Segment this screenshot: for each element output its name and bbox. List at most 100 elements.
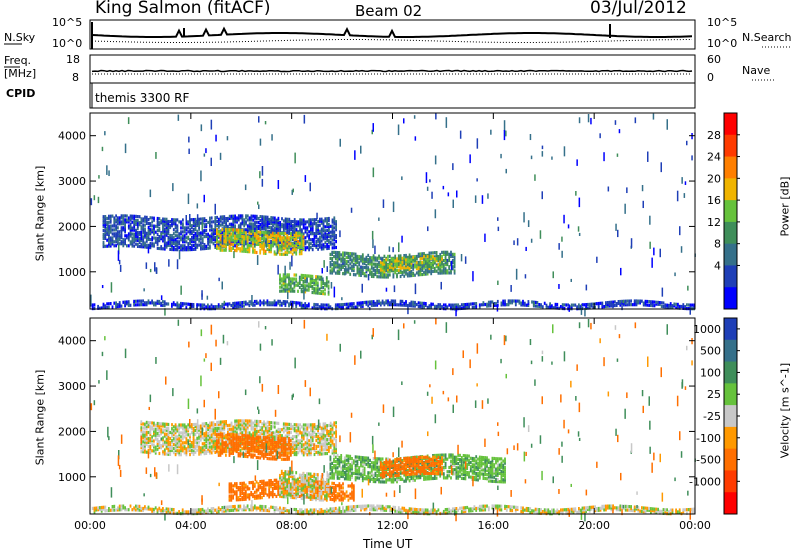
scatter-cell: [313, 243, 316, 248]
scatter-cell: [230, 222, 233, 226]
scatter-cell: [302, 429, 305, 433]
scatter-cell: [255, 299, 258, 303]
scatter-cell: [317, 436, 319, 440]
scatter-cell: [301, 445, 303, 449]
scatter-cell: [167, 438, 170, 442]
noise-cell: [567, 224, 570, 229]
scatter-cell: [163, 229, 166, 233]
scatter-cell: [331, 220, 334, 224]
scatter-cell: [333, 242, 336, 246]
scatter-cell: [304, 441, 307, 445]
scatter-cell: [342, 255, 344, 259]
scatter-cell: [189, 228, 191, 232]
scatter-cell: [280, 301, 283, 305]
scatter-cell: [212, 447, 215, 451]
scatter-cell: [253, 234, 256, 238]
scatter-cell: [322, 448, 325, 452]
scatter-cell: [453, 269, 456, 273]
scatter-cell: [275, 230, 278, 234]
scatter-cell: [216, 443, 218, 447]
scatter-cell: [387, 303, 389, 307]
scatter-cell: [405, 270, 407, 274]
scatter-cell: [151, 301, 153, 305]
scatter-cell: [246, 250, 249, 254]
scatter-cell: [209, 216, 211, 220]
scatter-cell: [319, 243, 321, 247]
scatter-cell: [311, 228, 314, 232]
scatter-cell: [327, 290, 330, 294]
scatter-cell: [239, 239, 242, 243]
station-title: King Salmon (fitACF): [95, 0, 271, 18]
scatter-cell: [275, 233, 278, 238]
scatter-cell: [313, 218, 316, 222]
scatter-cell: [246, 224, 249, 228]
scatter-cell: [232, 216, 235, 220]
scatter-cell: [280, 279, 283, 283]
scatter-cell: [140, 225, 143, 229]
scatter-cell: [259, 236, 262, 240]
scatter-cell: [322, 432, 325, 436]
scatter-cell: [329, 271, 332, 275]
scatter-cell: [221, 437, 224, 441]
scatter-cell: [660, 304, 663, 308]
noise-cell: [683, 193, 686, 198]
noise-cell: [330, 282, 333, 289]
scatter-cell: [291, 236, 294, 240]
scatter-cell: [328, 222, 330, 227]
noise-cell: [321, 268, 323, 274]
noise-cell: [124, 143, 127, 154]
scatter-cell: [462, 303, 465, 307]
scatter-cell: [560, 305, 562, 309]
scatter-cell: [108, 220, 110, 224]
noise-cell: [551, 156, 553, 160]
cpid-label: CPID: [6, 87, 36, 100]
scatter-cell: [352, 258, 355, 262]
scatter-cell: [439, 267, 442, 271]
scatter-cell: [333, 265, 335, 269]
scatter-cell: [342, 306, 344, 310]
scatter-cell: [327, 284, 330, 288]
scatter-cell: [262, 243, 265, 247]
scatter-cell: [118, 304, 121, 308]
scatter-cell: [410, 274, 413, 278]
scatter-cell: [324, 422, 327, 426]
scatter-cell: [209, 441, 211, 445]
scatter-cell: [281, 428, 283, 432]
noise-cell: [617, 229, 619, 238]
scatter-cell: [428, 266, 431, 270]
scatter-cell: [308, 447, 310, 451]
scatter-cell: [288, 281, 290, 285]
scatter-cell: [301, 230, 303, 234]
scatter-cell: [259, 441, 262, 446]
scatter-cell: [315, 231, 318, 236]
scatter-cell: [336, 271, 339, 275]
scatter-cell: [354, 256, 357, 260]
scatter-cell: [349, 254, 352, 258]
scatter-cell: [370, 274, 373, 278]
scatter-cell: [406, 262, 409, 266]
scatter-cell: [219, 238, 222, 242]
scatter-cell: [189, 224, 191, 228]
scatter-cell: [171, 224, 173, 228]
scatter-cell: [502, 303, 505, 307]
scatter-cell: [432, 262, 434, 267]
scatter-cell: [304, 284, 307, 288]
scatter-cell: [385, 275, 388, 279]
scatter-cell: [261, 219, 264, 223]
scatter-cell: [255, 439, 258, 443]
scatter-cell: [176, 230, 179, 234]
scatter-cell: [333, 445, 336, 449]
scatter-cell: [408, 263, 411, 267]
scatter-cell: [142, 225, 145, 229]
scatter-cell: [322, 243, 325, 247]
scatter-cell: [432, 264, 434, 269]
scatter-cell: [236, 421, 238, 425]
scatter-cell: [320, 432, 323, 436]
scatter-cell: [361, 301, 364, 305]
noise-cell: [578, 117, 581, 124]
scatter-cell: [487, 304, 490, 308]
scatter-cell: [262, 235, 265, 239]
scatter-cell: [624, 303, 627, 307]
scatter-cell: [291, 427, 294, 431]
scatter-cell: [225, 225, 227, 229]
